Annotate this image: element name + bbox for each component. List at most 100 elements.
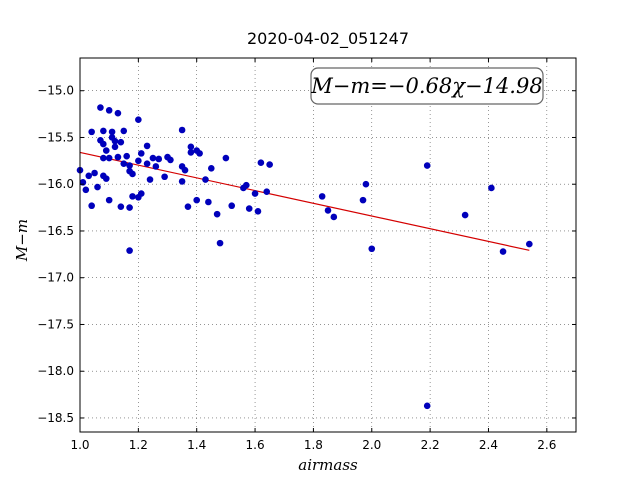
data-point <box>129 193 136 200</box>
data-point <box>263 188 271 196</box>
x-tick-label: 2.6 <box>537 438 556 452</box>
data-point <box>184 203 192 210</box>
data-point <box>423 402 431 410</box>
data-point <box>318 193 326 200</box>
grid <box>79 58 576 432</box>
data-point <box>88 128 95 136</box>
data-point <box>114 109 122 117</box>
data-points <box>76 104 533 410</box>
data-point <box>120 127 128 135</box>
data-point <box>126 247 133 254</box>
data-point <box>178 178 186 185</box>
data-point <box>111 137 119 145</box>
data-point <box>368 245 376 253</box>
data-point <box>187 143 195 151</box>
data-point <box>362 180 370 188</box>
y-tick-label: −17.0 <box>37 271 74 285</box>
data-point <box>137 190 145 197</box>
data-point <box>526 240 533 248</box>
fit-equation-box: M−m=−0.68χ−14.98 <box>310 67 544 105</box>
y-tick-label: −15.0 <box>37 84 74 98</box>
data-point <box>359 196 367 204</box>
y-tick-label: −18.5 <box>37 411 74 425</box>
data-point <box>167 156 174 164</box>
data-point <box>187 149 195 156</box>
data-point <box>149 154 157 162</box>
data-point <box>105 196 113 204</box>
data-point <box>123 152 130 160</box>
y-tick-label: −17.5 <box>37 317 74 331</box>
data-point <box>137 150 145 157</box>
data-point <box>88 202 95 210</box>
data-point <box>111 143 119 151</box>
data-point <box>330 213 338 221</box>
axis-ticks: 1.0 1.2 1.4 1.6 1.8 2.0 2.2 2.4 2.6 −15.0 −15.5 −16… <box>37 58 576 452</box>
fit-equation: M−m=−0.68χ−14.98 <box>310 74 542 98</box>
data-point <box>461 211 469 219</box>
fit-line <box>79 151 530 251</box>
x-tick-label: 2.0 <box>362 438 381 452</box>
data-point <box>135 116 142 124</box>
y-tick-label: −16.5 <box>37 224 74 238</box>
data-point <box>266 161 273 168</box>
data-point <box>155 155 163 163</box>
data-point <box>94 183 101 191</box>
data-point <box>105 107 113 114</box>
data-point <box>117 203 125 210</box>
data-point <box>108 128 116 136</box>
data-point <box>100 154 107 162</box>
data-point <box>120 160 128 167</box>
data-point <box>178 126 186 134</box>
chart-title: 2020-04-02_051247 <box>247 29 409 49</box>
data-point <box>488 184 495 192</box>
x-tick-label: 1.2 <box>129 438 148 452</box>
data-point <box>129 170 136 178</box>
data-point <box>91 169 98 177</box>
data-point <box>82 186 90 194</box>
data-point <box>243 181 250 189</box>
y-tick-label: −15.5 <box>37 130 74 144</box>
data-point <box>193 196 201 204</box>
data-point <box>245 205 253 212</box>
data-point <box>161 173 168 181</box>
data-point <box>135 157 142 165</box>
fit-line-group <box>79 151 530 251</box>
data-point <box>126 204 133 211</box>
data-point <box>222 154 230 162</box>
data-point <box>105 154 113 162</box>
data-point <box>202 176 209 183</box>
data-point <box>423 162 431 169</box>
data-point <box>85 172 93 180</box>
data-point <box>97 104 104 111</box>
data-point <box>100 140 107 148</box>
data-point <box>117 138 125 146</box>
y-tick-label: −16.0 <box>37 177 74 191</box>
data-point <box>102 175 110 182</box>
data-point <box>143 160 151 167</box>
data-point <box>205 198 212 206</box>
data-point <box>196 150 203 157</box>
data-point <box>257 159 265 167</box>
data-point <box>207 165 215 172</box>
x-tick-label: 2.2 <box>421 438 440 452</box>
data-point <box>152 163 160 170</box>
data-point <box>254 208 262 215</box>
data-point <box>102 147 110 154</box>
data-point <box>181 166 189 174</box>
x-tick-label: 2.4 <box>479 438 498 452</box>
x-axis-label: airmass <box>298 456 358 474</box>
y-axis-label: M−m <box>13 219 31 262</box>
data-point <box>143 142 151 150</box>
x-tick-label: 1.8 <box>304 438 323 452</box>
data-point <box>324 207 332 214</box>
data-point <box>216 239 224 247</box>
data-point <box>228 202 236 210</box>
data-point <box>251 190 259 197</box>
plot-frame <box>79 57 577 433</box>
data-point <box>499 248 507 255</box>
fit-equation-frame <box>310 67 544 105</box>
x-tick-label: 1.4 <box>187 438 206 452</box>
data-point <box>126 162 133 169</box>
x-tick-label: 1.6 <box>246 438 265 452</box>
